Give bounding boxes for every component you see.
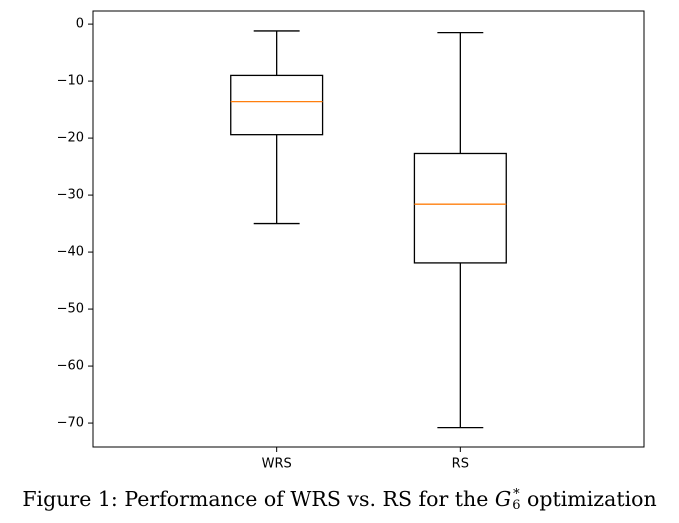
caption-suffix: optimization: [520, 487, 657, 511]
y-tick-label: −60: [57, 359, 84, 374]
caption-subscript: 6: [512, 497, 521, 513]
caption-superscript: *: [513, 486, 520, 502]
caption-prefix: Figure 1: Performance of WRS vs. RS for …: [22, 487, 495, 511]
y-tick-label: −50: [57, 302, 84, 317]
y-tick-label: 0: [76, 17, 84, 32]
figure-caption: Figure 1: Performance of WRS vs. RS for …: [0, 487, 679, 511]
y-tick-label: −40: [57, 245, 84, 260]
x-tick-label: RS: [452, 457, 469, 472]
x-tick-label: WRS: [262, 457, 292, 472]
caption-symbol: G: [494, 487, 512, 511]
y-tick-label: −70: [57, 416, 84, 431]
boxplot-chart: 0 −10 −20 −30 −40 −50 −60 −70 WRS RS: [57, 10, 645, 472]
y-tick-label: −20: [57, 131, 84, 146]
box-rs: [413, 32, 507, 429]
axes-frame: [92, 10, 645, 448]
caption-scripts: * 6: [512, 486, 521, 513]
y-tick-label: −10: [57, 74, 84, 89]
plot-area: [230, 30, 507, 429]
box-wrs: [230, 30, 324, 225]
iqr-box: [230, 74, 324, 136]
x-axis: WRS RS: [262, 447, 469, 472]
y-tick-label: −30: [57, 188, 84, 203]
y-axis: 0 −10 −20 −30 −40 −50 −60 −70: [57, 17, 93, 431]
iqr-box: [413, 152, 507, 264]
